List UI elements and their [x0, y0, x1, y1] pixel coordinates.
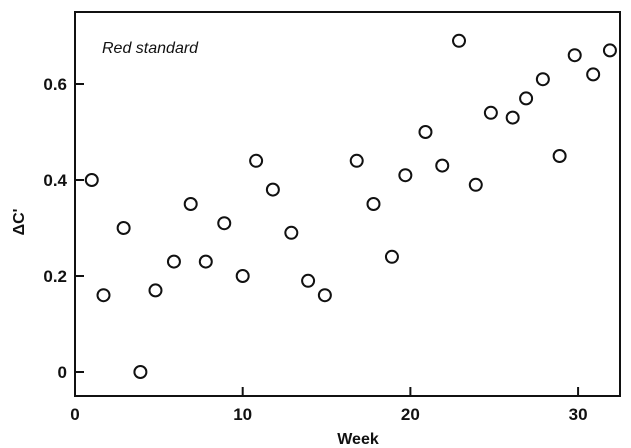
- data-point: [483, 105, 498, 120]
- data-point: [249, 153, 264, 168]
- y-axis-label: ΔC': [11, 209, 28, 236]
- x-axis-label: Week: [337, 431, 379, 448]
- data-point: [235, 269, 250, 283]
- data-point: [148, 283, 163, 298]
- data-point: [366, 197, 381, 211]
- data-point: [586, 67, 601, 82]
- y-tick-label: 0: [58, 363, 67, 382]
- data-point: [435, 158, 450, 173]
- data-point: [602, 43, 617, 58]
- x-tick-label: 30: [569, 405, 588, 424]
- x-tick-label: 0: [70, 405, 79, 424]
- data-point: [217, 216, 232, 231]
- y-tick-label: 0.2: [43, 267, 67, 286]
- y-tick-label: 0.4: [43, 171, 67, 190]
- data-point: [418, 125, 433, 139]
- data-point: [468, 177, 483, 192]
- data-point: [183, 197, 198, 211]
- data-point: [84, 173, 99, 187]
- x-tick-label: 20: [401, 405, 420, 424]
- data-point: [552, 149, 567, 163]
- data-point: [452, 33, 467, 48]
- annotation-text: Red standard: [102, 40, 199, 57]
- data-point: [349, 153, 364, 168]
- data-point: [301, 273, 316, 288]
- data-point: [384, 249, 399, 264]
- data-point: [166, 254, 181, 269]
- axis-tick-labels: 0 10 20 30 0 0.2 0.4 0.6: [43, 75, 587, 424]
- data-point: [96, 288, 111, 303]
- axis-ticks: [74, 83, 580, 396]
- data-point: [505, 110, 520, 125]
- plot-frame: [74, 11, 621, 397]
- data-point: [567, 48, 582, 63]
- data-point: [133, 365, 148, 379]
- data-point: [116, 221, 131, 235]
- data-point: [535, 72, 550, 87]
- data-point: [198, 254, 213, 269]
- data-point: [284, 225, 299, 240]
- data-point: [317, 288, 332, 303]
- y-tick-label: 0.6: [43, 75, 67, 94]
- data-point: [398, 168, 413, 183]
- data-point: [519, 91, 534, 106]
- data-point: [265, 182, 280, 197]
- data-points: [84, 33, 617, 379]
- x-tick-label: 10: [233, 405, 252, 424]
